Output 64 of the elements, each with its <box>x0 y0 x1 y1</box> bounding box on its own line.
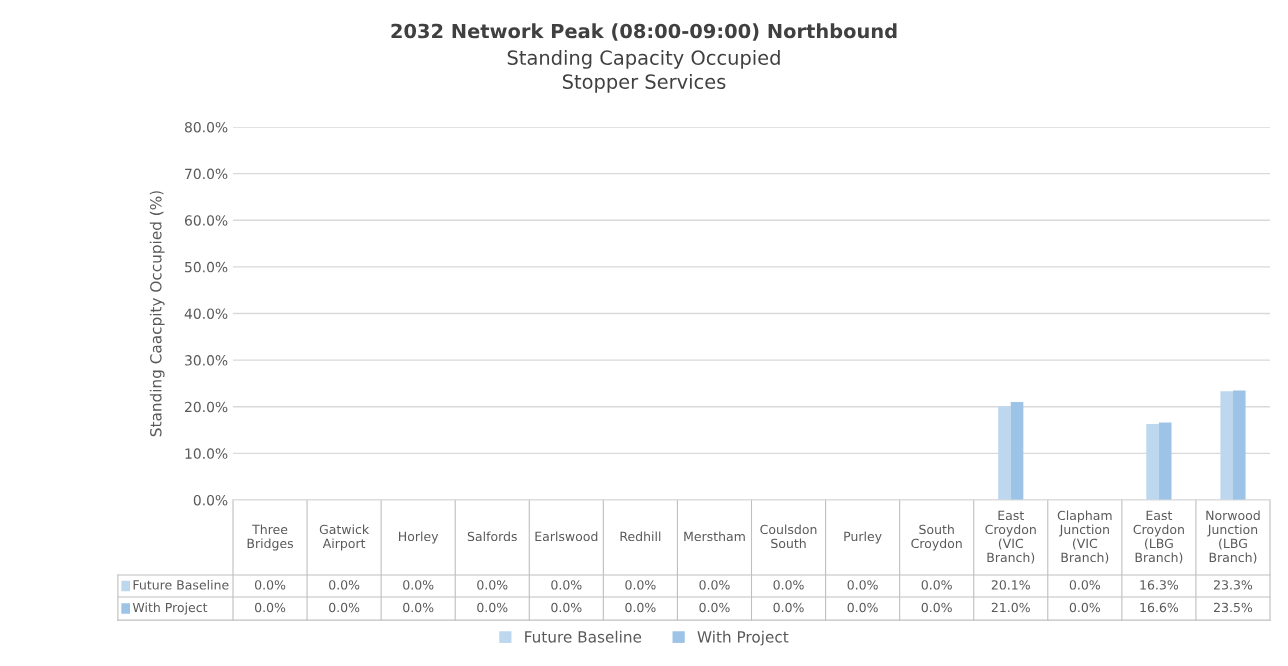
chart-subtitle: Standing Capacity Occupied Stopper Services <box>507 49 780 93</box>
x-tick-label: Coulsdon South <box>760 524 817 549</box>
text: With Project <box>132 602 208 615</box>
data-label: 16.3% <box>1140 580 1179 590</box>
x-tick-label: Norwood Junction (LBG Branch) <box>1206 510 1260 564</box>
data-label: 21.0% <box>991 602 1030 613</box>
y-tick-label: 30.0% <box>185 355 228 366</box>
data-label: 0.0% <box>773 602 804 613</box>
x-tick-label: South Croydon <box>911 524 962 551</box>
data-label: 0.0% <box>329 602 360 613</box>
data-label: 0.0% <box>551 580 582 590</box>
y-tick-label: 20.0% <box>185 401 228 413</box>
data-label: 0.0% <box>921 580 952 590</box>
data-label: 0.0% <box>329 580 360 590</box>
x-tick-label: East Croydon (LBG Branch) <box>1133 510 1184 564</box>
x-tick-label: Gatwick Airport <box>319 524 370 551</box>
y-axis-title: Standing Caacpity Occupied (%) <box>149 191 165 437</box>
y-tick-label: 60.0% <box>184 215 228 226</box>
x-tick-label: Three Bridges <box>247 524 294 551</box>
x-tick-label: Clapham Junction (VIC Branch) <box>1057 510 1112 564</box>
y-tick-label: 70.0% <box>185 168 228 180</box>
bar <box>1158 422 1172 500</box>
data-label: 0.0% <box>477 580 508 590</box>
y-tick-label: 0.0% <box>193 494 228 506</box>
data-label: 0.0% <box>254 580 286 590</box>
data-label: 0.0% <box>847 602 878 613</box>
data-label: 0.0% <box>254 602 286 613</box>
y-tick-label: 10.0% <box>185 448 228 459</box>
data-label: 0.0% <box>921 602 952 613</box>
data-label: 23.5% <box>1214 602 1253 613</box>
data-label: 0.0% <box>625 580 656 590</box>
x-tick-label: Salfords <box>467 531 517 542</box>
y-tick-label: 80.0% <box>184 121 228 133</box>
bar <box>1010 402 1024 500</box>
data-label: 0.0% <box>773 580 804 590</box>
data-label: 0.0% <box>1069 602 1101 613</box>
data-label: 0.0% <box>477 602 508 613</box>
data-label: 0.0% <box>625 602 656 613</box>
data-label: 0.0% <box>403 580 434 590</box>
x-tick-label: Purley <box>844 531 882 544</box>
bar <box>1146 424 1159 500</box>
data-label: 23.3% <box>1214 580 1253 590</box>
bar <box>1220 391 1233 500</box>
y-tick-label: 50.0% <box>185 261 228 273</box>
data-label: 0.0% <box>847 580 878 590</box>
data-label: 16.6% <box>1140 602 1179 613</box>
legend-label: Future Baseline <box>525 630 642 643</box>
data-label: 0.0% <box>699 580 730 590</box>
text: Future Baseline <box>133 579 229 590</box>
legend-label: With Project <box>697 630 789 646</box>
data-label: 0.0% <box>699 602 730 613</box>
x-tick-label: Redhill <box>620 531 661 542</box>
chart-title: 2032 Network Peak (08:00-09:00) Northbound <box>391 23 897 41</box>
x-tick-label: East Croydon (VIC Branch) <box>985 510 1036 564</box>
data-label: 0.0% <box>403 602 434 613</box>
x-tick-label: Merstham <box>684 531 745 542</box>
bar <box>1232 390 1246 500</box>
data-label: 20.1% <box>991 580 1030 590</box>
data-label: 0.0% <box>1069 580 1101 590</box>
y-tick-label: 40.0% <box>184 308 228 319</box>
x-tick-label: Earlswood <box>535 531 598 542</box>
x-tick-label: Horley <box>399 531 439 544</box>
bar <box>998 406 1011 500</box>
data-label: 0.0% <box>551 602 582 613</box>
